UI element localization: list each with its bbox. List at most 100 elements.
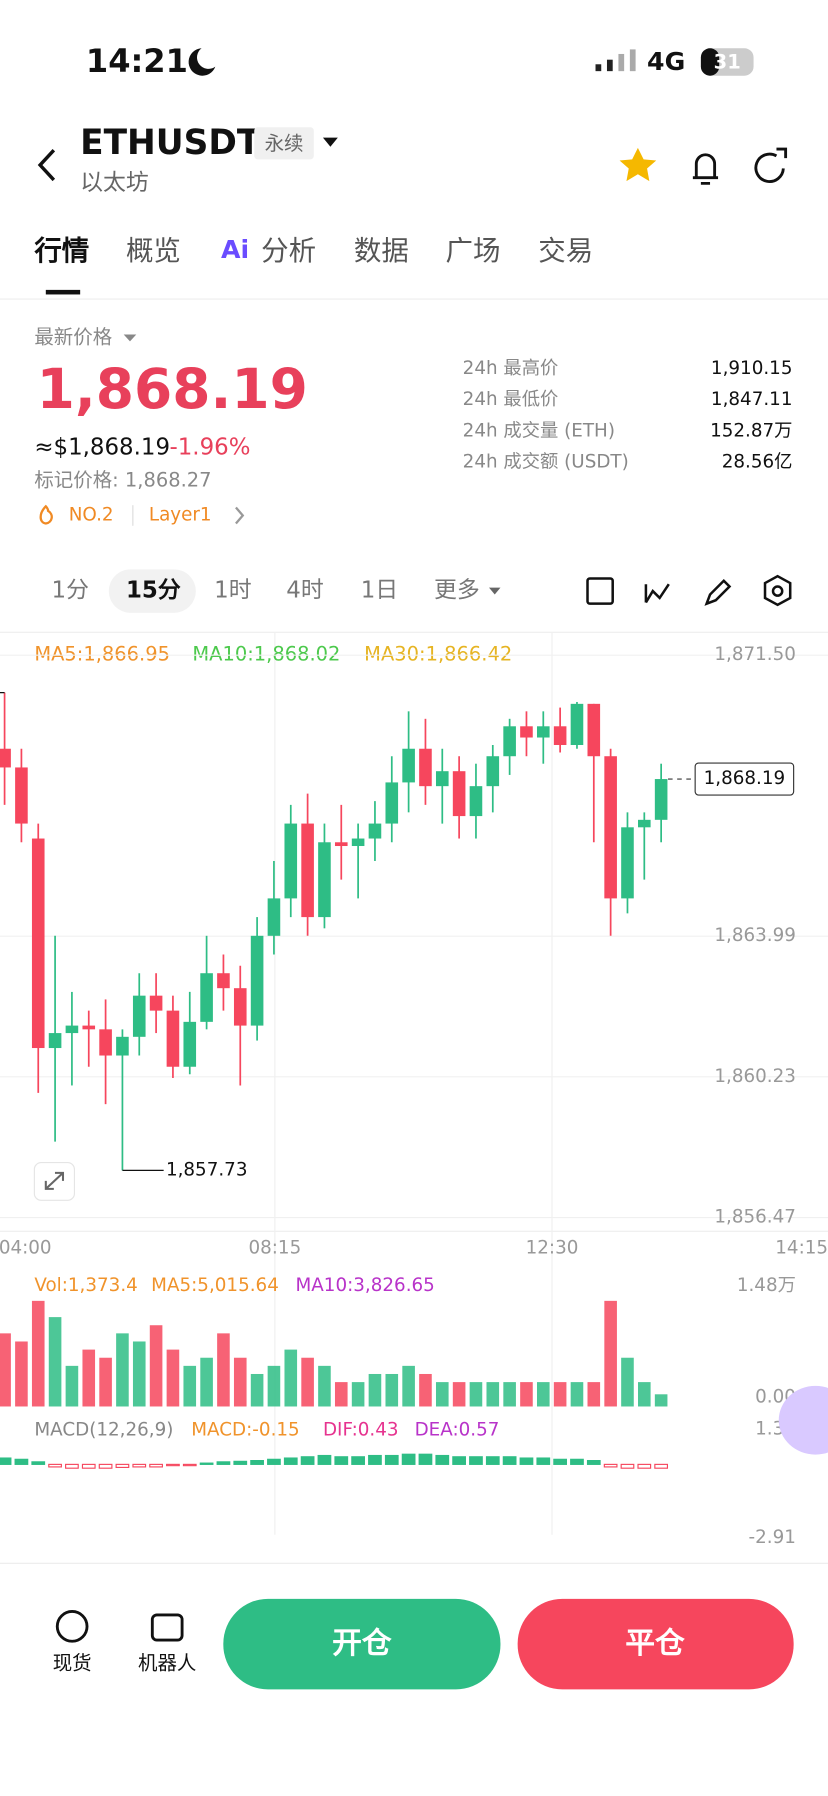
sector[interactable]: Layer1 (149, 504, 212, 525)
sector-arrow[interactable] (235, 506, 245, 525)
last-price: 1,868.19 (37, 357, 308, 421)
volume-bar (570, 1382, 584, 1407)
candle-body (402, 748, 415, 783)
spot[interactable]: 现货 (53, 1652, 92, 1675)
tag-box (254, 127, 314, 160)
close-button[interactable] (517, 1598, 794, 1690)
low-label: 1,857.73 (166, 1159, 248, 1180)
candle-body (250, 935, 264, 1026)
interval[interactable]: 更多 (434, 578, 480, 604)
ma-legend: MA5:1,866.95 (34, 643, 170, 666)
candle-body (82, 1025, 96, 1030)
last-price-label: 1,868.19 (704, 768, 786, 789)
tab[interactable]: 数据 (354, 235, 409, 267)
close-label[interactable]: 平仓 (625, 1626, 685, 1661)
interval[interactable]: 1日 (361, 578, 398, 604)
candle-body (419, 748, 432, 787)
macd-bar (603, 1463, 618, 1468)
open-button[interactable] (223, 1598, 501, 1690)
settings-dot[interactable] (771, 585, 784, 597)
candle-body (503, 726, 516, 757)
spot-icon[interactable] (55, 1610, 89, 1643)
candle-body (351, 838, 365, 847)
status-time: 14:21 (86, 42, 188, 80)
interval[interactable]: 4时 (286, 578, 324, 604)
favorite-star[interactable] (619, 147, 657, 182)
settings-icon[interactable] (763, 574, 792, 607)
macd-bar (654, 1463, 669, 1469)
interval[interactable]: 15分 (126, 578, 181, 604)
robot[interactable]: 机器人 (138, 1652, 196, 1675)
interval[interactable]: 1分 (52, 578, 89, 604)
y-tick-label: 1,860.23 (714, 1066, 796, 1087)
draw-icon[interactable] (704, 578, 732, 606)
symbol-dropdown[interactable] (322, 137, 338, 147)
volume-bar (0, 1333, 11, 1407)
tab[interactable]: 概览 (126, 235, 181, 267)
chart-type-icon[interactable] (644, 583, 670, 604)
tab[interactable]: 广场 (445, 235, 500, 267)
indicator-icon[interactable] (586, 577, 614, 605)
macd-bar (48, 1463, 62, 1468)
candle-body (15, 767, 28, 824)
tab[interactable]: 分析 (261, 235, 316, 267)
macd-bar (81, 1463, 96, 1469)
candle-body (99, 1029, 112, 1056)
macd-bar (233, 1460, 248, 1465)
candle-body (116, 1036, 129, 1056)
macd-bar (586, 1460, 601, 1465)
volume-bar (31, 1300, 45, 1407)
share-button[interactable] (754, 147, 788, 183)
candle-body (469, 786, 483, 817)
price-dropdown[interactable] (123, 334, 137, 342)
macd-bar (536, 1457, 551, 1465)
expand-icon[interactable] (44, 1171, 65, 1190)
candle-body (318, 842, 331, 918)
vol-tick-label: 1.48万 (737, 1275, 796, 1296)
candle-body (149, 995, 163, 1011)
open-label[interactable]: 开仓 (332, 1626, 392, 1661)
macd-bar (0, 1457, 12, 1465)
macd-bar (149, 1463, 163, 1468)
tab-underline (45, 289, 81, 295)
volume-bar (200, 1357, 213, 1407)
back-button[interactable] (37, 149, 56, 182)
interval[interactable]: 1时 (214, 578, 252, 604)
battery-text: 31 (714, 51, 741, 74)
ai-badge[interactable]: Ai (221, 235, 249, 264)
macd-bar (351, 1456, 365, 1465)
macd-bar (401, 1453, 416, 1465)
tab[interactable]: 行情 (33, 235, 89, 267)
volume-bar (132, 1341, 146, 1407)
rank: NO.2 (69, 504, 114, 525)
price-label: 最新价格 (34, 325, 112, 348)
volume-bar (469, 1382, 483, 1407)
macd-bar (115, 1463, 130, 1468)
mark-price: 标记价格: 1,868.27 (34, 469, 211, 492)
interval-selected (108, 569, 196, 613)
volume-bar (621, 1357, 634, 1407)
tab[interactable]: 交易 (538, 235, 593, 267)
volume-bar (48, 1317, 62, 1407)
assistant-bubble[interactable] (778, 1385, 828, 1455)
candle-body (334, 842, 348, 847)
vol-legend: MA10:3,826.65 (295, 1275, 434, 1296)
candle-body (48, 1033, 62, 1049)
robot-icon[interactable] (150, 1613, 184, 1642)
volume-bar (419, 1373, 432, 1407)
alert-bell[interactable] (692, 153, 719, 185)
volume-bar (82, 1349, 96, 1407)
volume-bar (368, 1373, 382, 1407)
macd-legend: DEA:0.57 (415, 1420, 500, 1441)
volume-bar (452, 1382, 466, 1407)
candle-body (301, 823, 314, 918)
macd-bar (519, 1457, 534, 1465)
macd-bar (98, 1463, 113, 1469)
ma-legend: MA10:1,868.02 (192, 643, 340, 666)
candle-body (570, 703, 584, 746)
volume-bar (99, 1357, 112, 1407)
candle-body (654, 779, 668, 820)
stat-label: 24h 成交额 (USDT) (463, 452, 629, 473)
more-dropdown[interactable] (489, 587, 501, 595)
